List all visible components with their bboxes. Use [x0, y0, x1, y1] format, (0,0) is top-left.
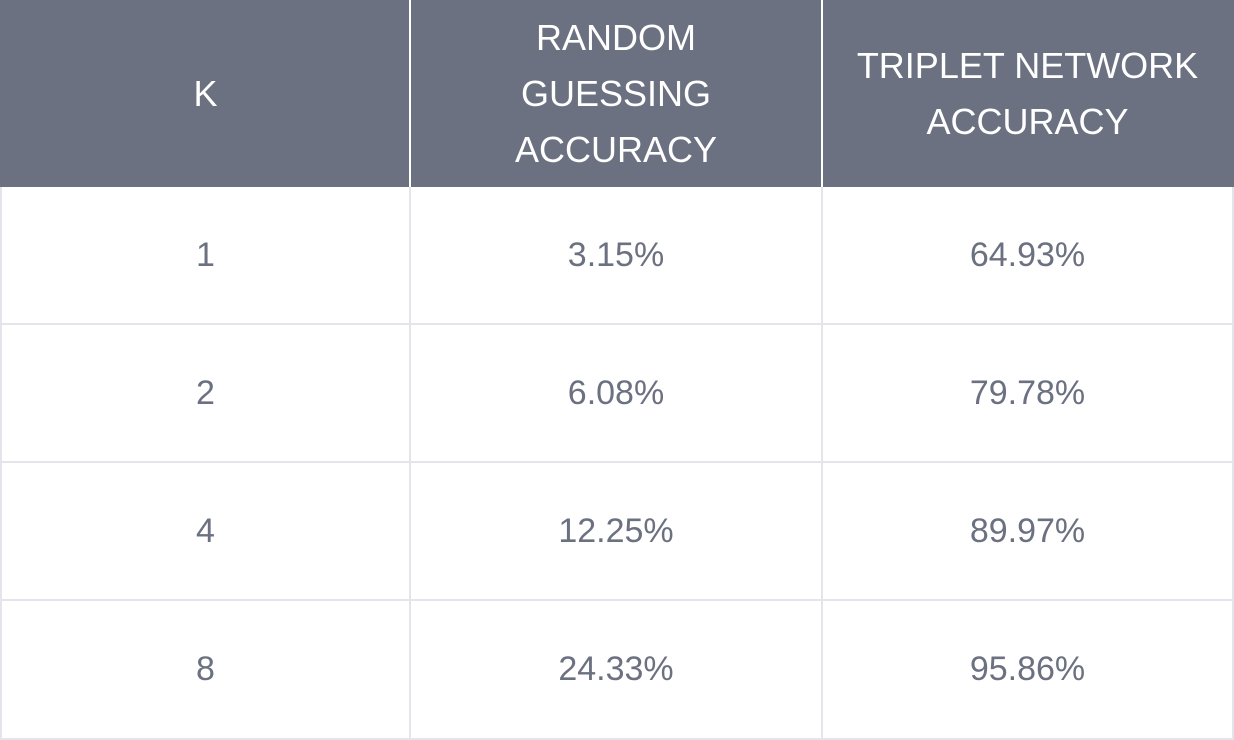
random-accuracy-cell: 3.15%: [411, 187, 823, 323]
header-random-guessing-accuracy-label: RANDOM GUESSING ACCURACY: [514, 16, 718, 170]
header-triplet-network-accuracy-label: TRIPLET NETWORK ACCURACY: [856, 44, 1199, 142]
k-cell: 8: [0, 601, 411, 738]
table-header-row: K RANDOM GUESSING ACCURACY TRIPLET NETWO…: [0, 0, 1234, 187]
k-cell: 2: [0, 325, 411, 461]
triplet-accuracy-cell: 79.78%: [823, 325, 1234, 461]
table-row: 2 6.08% 79.78%: [0, 325, 1234, 463]
triplet-accuracy-cell: 95.86%: [823, 601, 1234, 738]
random-accuracy-cell: 12.25%: [411, 463, 823, 599]
k-cell: 4: [0, 463, 411, 599]
header-random-guessing-accuracy: RANDOM GUESSING ACCURACY: [411, 0, 823, 187]
k-cell: 1: [0, 187, 411, 323]
table-row: 4 12.25% 89.97%: [0, 463, 1234, 601]
random-accuracy-cell: 6.08%: [411, 325, 823, 461]
triplet-accuracy-cell: 64.93%: [823, 187, 1234, 323]
header-k-label: K: [193, 72, 218, 114]
header-triplet-network-accuracy: TRIPLET NETWORK ACCURACY: [823, 0, 1234, 187]
table-row: 1 3.15% 64.93%: [0, 187, 1234, 325]
header-k: K: [0, 0, 411, 187]
table-row: 8 24.33% 95.86%: [0, 601, 1234, 740]
random-accuracy-cell: 24.33%: [411, 601, 823, 738]
triplet-accuracy-cell: 89.97%: [823, 463, 1234, 599]
